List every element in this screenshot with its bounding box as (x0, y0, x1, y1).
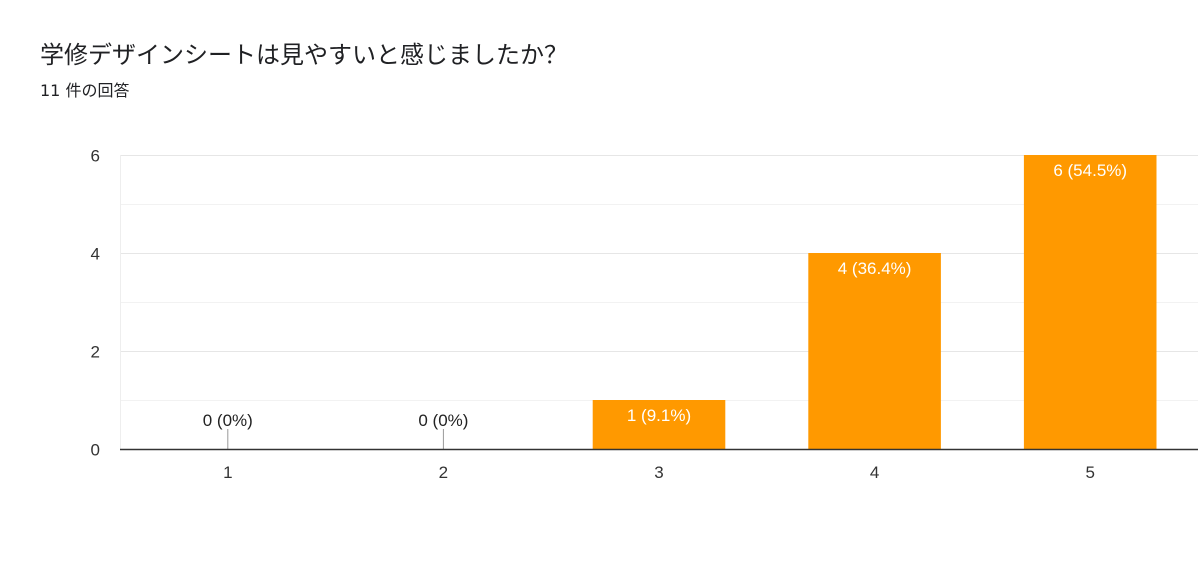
bar (808, 253, 941, 449)
x-tick-label: 2 (439, 463, 448, 482)
chart-title: 学修デザインシートは見やすいと感じましたか？ (40, 41, 568, 69)
y-tick-label: 6 (91, 147, 100, 166)
bar (1023, 155, 1157, 449)
labels: 0 (0%) 0 (0%) 1 (9.1%) 4 (36.4%) 6 (54.5%) (203, 161, 1127, 430)
data-label: 0 (0%) (418, 411, 468, 430)
response-count: 11 件の回答 (40, 81, 130, 100)
bar (592, 400, 726, 449)
y-tick-label: 0 (91, 441, 100, 460)
data-label: 0 (0%) (203, 411, 253, 430)
axes: 0 2 4 6 1 2 3 4 5 (91, 147, 1198, 482)
data-label: 1 (9.1%) (627, 406, 691, 425)
bars (227, 155, 1157, 449)
x-tick-label: 3 (654, 463, 663, 482)
y-tick-label: 2 (91, 343, 100, 362)
x-tick-label: 4 (870, 463, 879, 482)
data-label: 4 (36.4%) (838, 259, 912, 278)
x-tick-label: 5 (1085, 463, 1094, 482)
x-tick-label: 1 (223, 463, 232, 482)
y-tick-label: 4 (91, 245, 100, 264)
data-label: 6 (54.5%) (1053, 161, 1127, 180)
